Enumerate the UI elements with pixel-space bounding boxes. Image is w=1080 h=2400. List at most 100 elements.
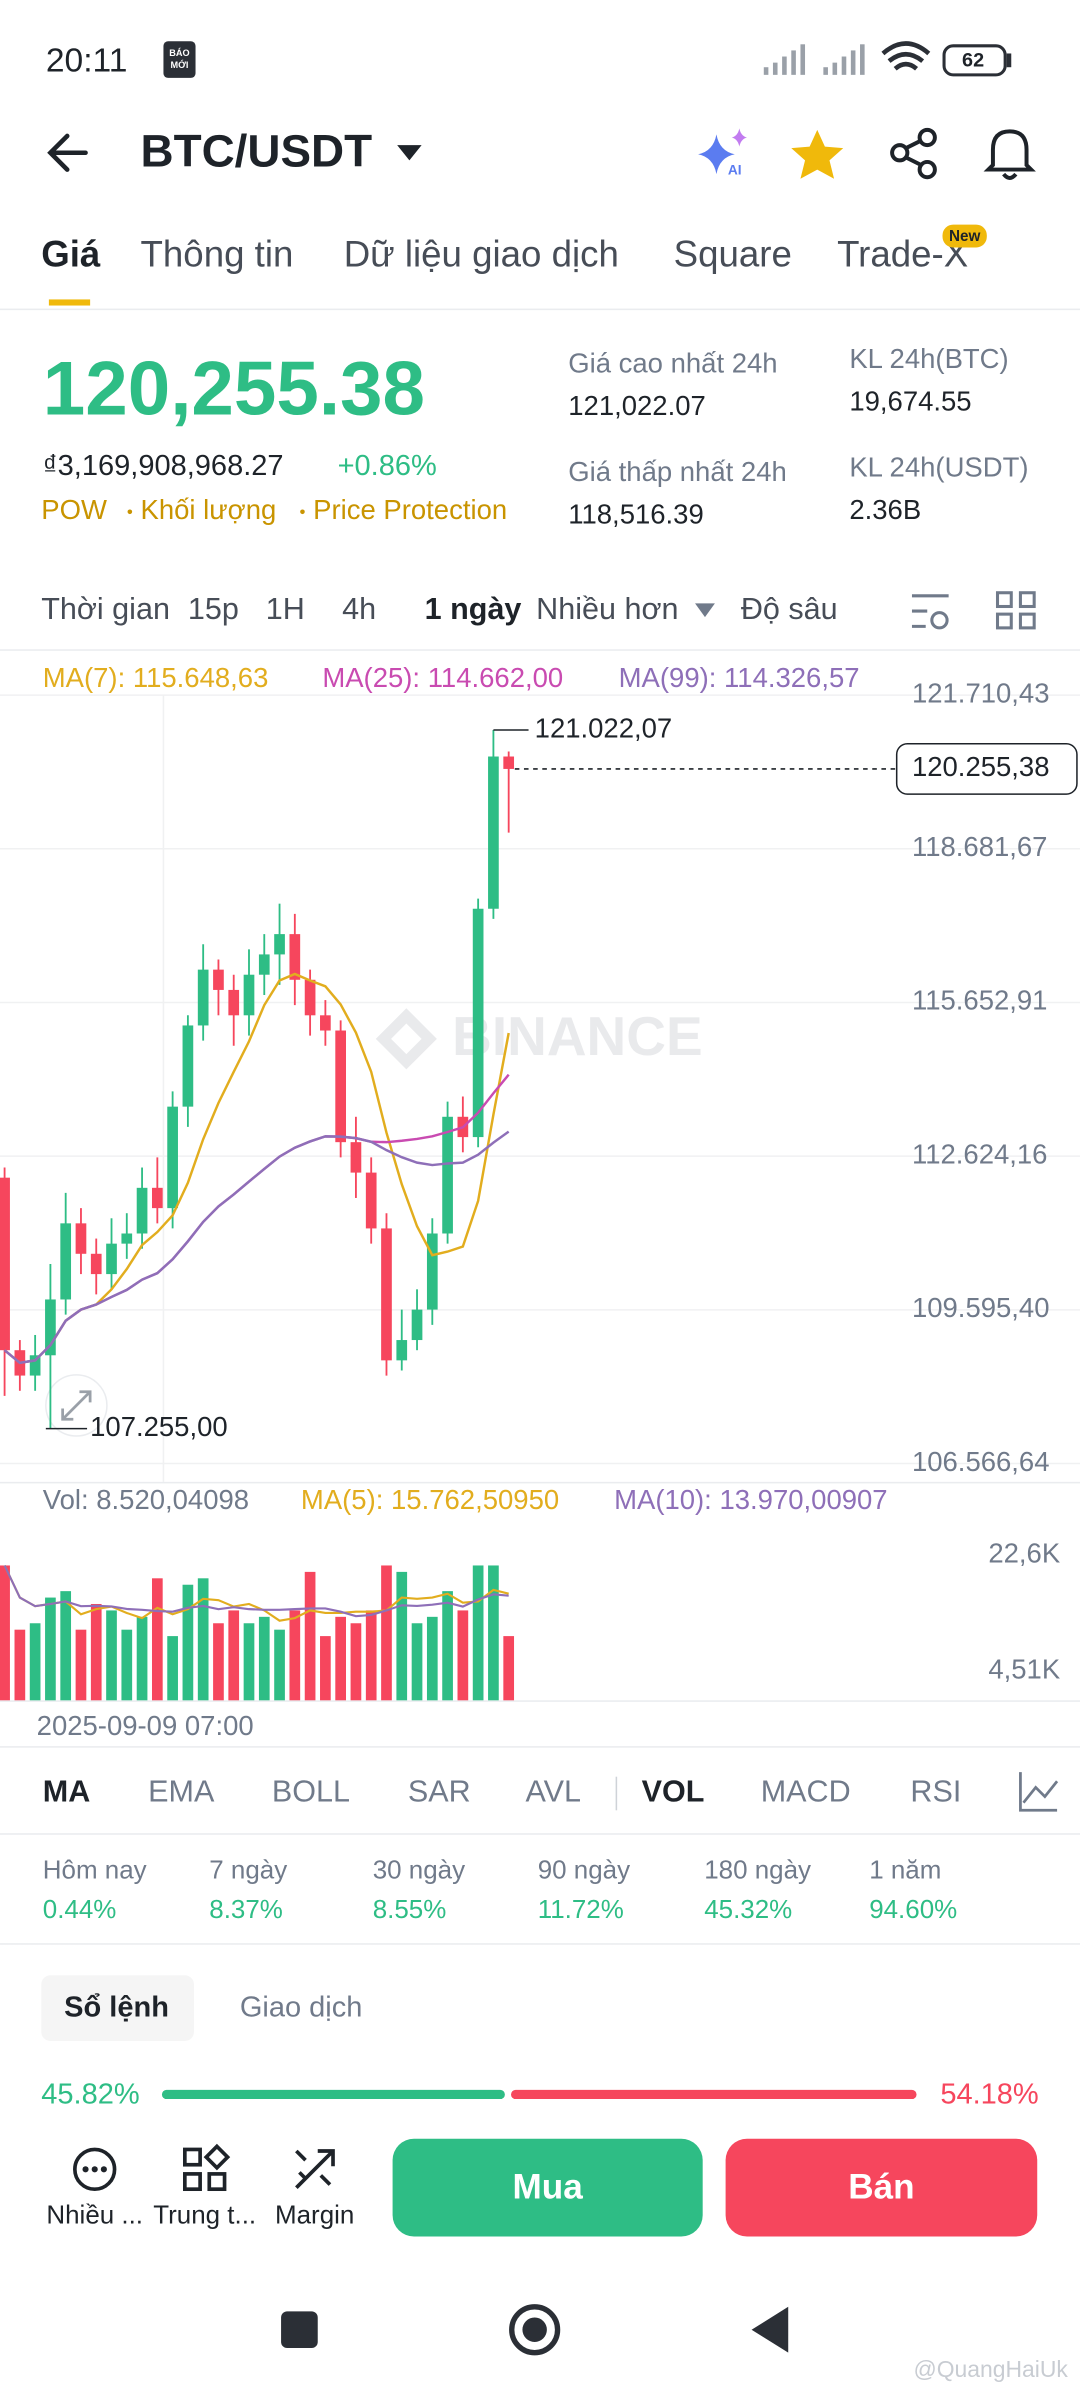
orderbook-tab[interactable]: Sổ lệnh [64,1992,169,2024]
crosshair-date: 2025-09-09 07:00 [37,1710,254,1741]
indicator-tab[interactable]: AVL [525,1775,580,1809]
indicator-settings-icon[interactable] [1019,1772,1059,1812]
interval-option[interactable]: Độ sâu [741,592,838,626]
tab[interactable]: Square [674,233,792,274]
tag[interactable]: POW [41,494,107,525]
volume-bar [488,1565,499,1701]
chart-settings-icon[interactable] [911,594,949,630]
volume-bar [396,1571,408,1701]
stat-value: 118,516.39 [568,499,704,530]
volume-bar [121,1629,133,1701]
indicator-tab[interactable]: RSI [910,1775,961,1809]
period-value: 8.55% [373,1894,447,1924]
last-price-label: 120.255,38 [912,751,1050,782]
interval-option[interactable]: Nhiều hơn [536,592,678,626]
pair-title[interactable]: BTC/USDT [141,125,373,176]
vol-ma-line [3,1565,509,1622]
candle-body [121,1233,133,1244]
fiat-price: ₫3,169,908,968.27 [43,450,284,482]
back-button[interactable] [47,133,88,172]
tag-dot [300,509,305,515]
more-caret[interactable] [695,603,715,618]
battery-icon [942,44,1007,77]
interval-option[interactable]: 15p [188,592,239,626]
sell-button[interactable] [725,2138,1038,2237]
nav-recent[interactable] [281,2311,318,2349]
expand-icon [61,1390,92,1421]
interval-option[interactable]: 1H [266,592,305,626]
tab[interactable]: Giá [41,233,101,274]
action-label[interactable]: Trung t... [153,2200,256,2230]
volume-bar [304,1571,316,1701]
ma-label: MA(25): 114.662,00 [322,662,563,693]
stat-value: 2.36B [849,494,921,525]
tab[interactable]: Thông tin [141,233,294,274]
indicator-tab[interactable]: MACD [761,1775,851,1809]
indicator-tab[interactable]: EMA [148,1775,215,1809]
candle-body [228,989,240,1016]
more-icon[interactable] [73,2147,117,2192]
share-icon[interactable] [890,127,937,180]
candle-body [488,756,499,909]
volume-bar [320,1636,331,1701]
action-label[interactable]: Margin [275,2200,354,2230]
tab-pill[interactable] [41,1975,195,2041]
more-dots [82,2166,107,2173]
orderbook-tab[interactable]: Giao dịch [240,1992,363,2024]
candle-body [243,974,255,1016]
period-label: Hôm nay [43,1854,147,1884]
tag[interactable]: Khối lượng [141,494,277,525]
volume-bar [182,1584,194,1701]
tag[interactable]: Price Protection [313,494,507,525]
volume-bar [274,1629,285,1701]
action-label[interactable]: Nhiều ... [46,2200,143,2230]
badge-text: BÁO [169,47,189,58]
pair-caret[interactable] [397,145,422,161]
last-price: 120,255.38 [43,346,425,431]
nav-home[interactable] [509,2304,561,2356]
indicator-tab[interactable]: BOLL [272,1775,350,1809]
indicator-tab[interactable]: MA [43,1775,91,1809]
candle-body [426,1233,438,1310]
stat-label: Giá thấp nhất 24h [568,456,787,487]
ai-spark [731,128,747,147]
ai-icon[interactable] [698,134,735,175]
candle-body [258,954,270,975]
volume-bar [106,1610,117,1701]
volume-bar [151,1578,163,1701]
nav-back[interactable] [751,2306,789,2353]
stat-label: KL 24h(USDT) [849,451,1028,482]
stat-value: 19,674.55 [849,386,971,417]
ma-label: MA(7): 115.648,63 [43,662,269,693]
interval-option[interactable]: 4h [342,592,376,626]
layout-icon[interactable] [995,591,1036,630]
tab[interactable]: Dữ liệu giao dịch [344,233,619,274]
candle-body [381,1228,392,1361]
stat-label: KL 24h(BTC) [849,343,1008,374]
favorite-star[interactable] [791,129,844,179]
price-tick-label: 106.566,64 [912,1446,1050,1477]
badge-text: MỚI [170,59,188,70]
sell-label: Bán [848,2167,914,2206]
margin-icon[interactable] [295,2149,335,2189]
tag-dot [127,509,133,515]
buy-ratio-bar [161,2089,505,2100]
volume-bar [503,1636,515,1701]
hub-icon[interactable] [183,2143,231,2192]
volume-bar [365,1610,377,1701]
volume-bar [60,1591,72,1701]
volume-bar [29,1623,41,1701]
volume-bar [335,1616,346,1701]
indicator-tab[interactable]: SAR [408,1775,471,1809]
buy-button[interactable] [392,2138,703,2237]
notification-icon[interactable] [983,129,1036,180]
indicator-tab[interactable]: VOL [642,1775,705,1809]
status-time: 20:11 [46,43,128,80]
candle-body [335,1030,346,1143]
interval-option[interactable]: 1 ngày [425,592,522,626]
sell-ratio-bar [511,2089,917,2100]
volume-bar [258,1616,270,1701]
candle-body [151,1187,163,1209]
candle-body [304,979,316,1016]
period-value: 8.37% [209,1894,283,1924]
